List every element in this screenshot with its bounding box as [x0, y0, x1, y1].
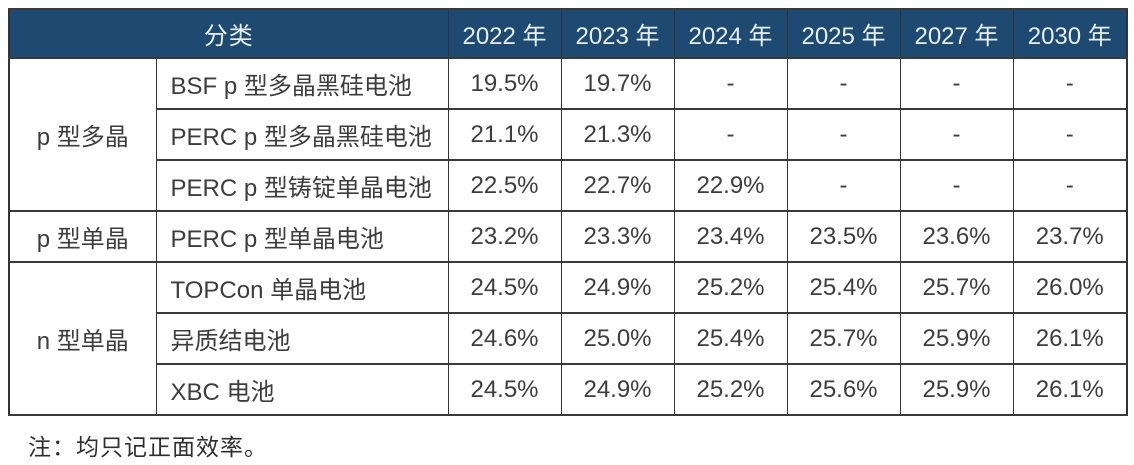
year-header-2024: 2024 年 — [673, 8, 788, 59]
efficiency-cell: 25.0% — [560, 312, 675, 365]
tech-name-cell: PERC p 型铸锭单晶电池 — [155, 159, 449, 212]
efficiency-cell: 23.4% — [673, 210, 788, 263]
efficiency-cell: 23.2% — [447, 210, 562, 263]
efficiency-cell: 23.3% — [560, 210, 675, 263]
year-header-2027: 2027 年 — [899, 8, 1014, 59]
efficiency-cell: 22.9% — [673, 159, 788, 212]
year-header-2023: 2023 年 — [560, 8, 675, 59]
table-row: 异质结电池 24.6% 25.0% 25.4% 25.7% 25.9% 26.1… — [9, 312, 1128, 365]
group-cell-p-multi: p 型多晶 — [8, 57, 157, 212]
efficiency-cell: - — [786, 108, 901, 161]
efficiency-cell: 25.7% — [786, 312, 901, 365]
tech-name-cell: TOPCon 单晶电池 — [155, 261, 449, 314]
table-row: p 型单晶 PERC p 型单晶电池 23.2% 23.3% 23.4% 23.… — [8, 210, 1128, 263]
efficiency-cell: 24.5% — [447, 261, 562, 314]
efficiency-cell: 21.3% — [560, 108, 675, 161]
efficiency-cell: - — [899, 108, 1014, 161]
table-row: XBC 电池 24.5% 24.9% 25.2% 25.6% 25.9% 26.… — [9, 363, 1128, 416]
table-row: p 型多晶 BSF p 型多晶黑硅电池 19.5% 19.7% - - - - — [8, 57, 1128, 212]
table-row: PERC p 型多晶黑硅电池 21.1% 21.3% - - - - — [9, 108, 1128, 161]
efficiency-cell: - — [673, 108, 788, 161]
efficiency-cell: - — [1012, 57, 1128, 110]
category-header-cell: 分类 — [8, 8, 449, 59]
year-header-2025: 2025 年 — [786, 8, 901, 59]
efficiency-cell: - — [1012, 108, 1128, 161]
efficiency-cell: 25.9% — [899, 363, 1014, 416]
efficiency-cell: 25.2% — [673, 261, 788, 314]
tech-name-cell: PERC p 型多晶黑硅电池 — [155, 108, 449, 161]
efficiency-cell: 25.4% — [786, 261, 901, 314]
efficiency-cell: 22.5% — [447, 159, 562, 212]
efficiency-cell: - — [786, 159, 901, 212]
tech-name-cell: BSF p 型多晶黑硅电池 — [155, 57, 449, 110]
efficiency-cell: 25.7% — [899, 261, 1014, 314]
efficiency-cell: - — [1012, 159, 1128, 212]
group-cell-p-mono: p 型单晶 — [8, 210, 157, 263]
efficiency-cell: - — [899, 159, 1014, 212]
pv-cell-efficiency-table: 分类 2022 年 2023 年 2024 年 2025 年 2027 年 20… — [8, 8, 1128, 416]
efficiency-cell: 25.2% — [673, 363, 788, 416]
efficiency-cell: 24.6% — [447, 312, 562, 365]
table-footnote: 注：均只记正面效率。 — [28, 434, 268, 460]
year-header-2022: 2022 年 — [447, 8, 562, 59]
tech-name-cell: 异质结电池 — [155, 312, 449, 365]
table-header-row: 分类 2022 年 2023 年 2024 年 2025 年 2027 年 20… — [8, 8, 1128, 59]
table-row: PERC p 型铸锭单晶电池 22.5% 22.7% 22.9% - - - — [9, 159, 1128, 212]
efficiency-cell: 21.1% — [447, 108, 562, 161]
tech-name-cell: PERC p 型单晶电池 — [155, 210, 449, 263]
efficiency-cell: 26.0% — [1012, 261, 1128, 314]
group-cell-n-mono: n 型单晶 — [8, 261, 157, 416]
efficiency-cell: 23.6% — [899, 210, 1014, 263]
table-row: n 型单晶 TOPCon 单晶电池 24.5% 24.9% 25.2% 25.4… — [8, 261, 1128, 416]
efficiency-cell: 23.7% — [1012, 210, 1128, 263]
efficiency-cell: 24.9% — [560, 261, 675, 314]
tech-name-cell: XBC 电池 — [155, 363, 449, 416]
efficiency-cell: 19.5% — [447, 57, 562, 110]
efficiency-cell: 25.6% — [786, 363, 901, 416]
efficiency-cell: 25.9% — [899, 312, 1014, 365]
efficiency-cell: - — [899, 57, 1014, 110]
efficiency-cell: - — [673, 57, 788, 110]
efficiency-cell: - — [786, 57, 901, 110]
efficiency-cell: 22.7% — [560, 159, 675, 212]
efficiency-cell: 26.1% — [1012, 363, 1128, 416]
efficiency-cell: 26.1% — [1012, 312, 1128, 365]
efficiency-cell: 24.9% — [560, 363, 675, 416]
efficiency-cell: 23.5% — [786, 210, 901, 263]
year-header-2030: 2030 年 — [1012, 8, 1128, 59]
efficiency-cell: 19.7% — [560, 57, 675, 110]
efficiency-cell: 24.5% — [447, 363, 562, 416]
efficiency-cell: 25.4% — [673, 312, 788, 365]
